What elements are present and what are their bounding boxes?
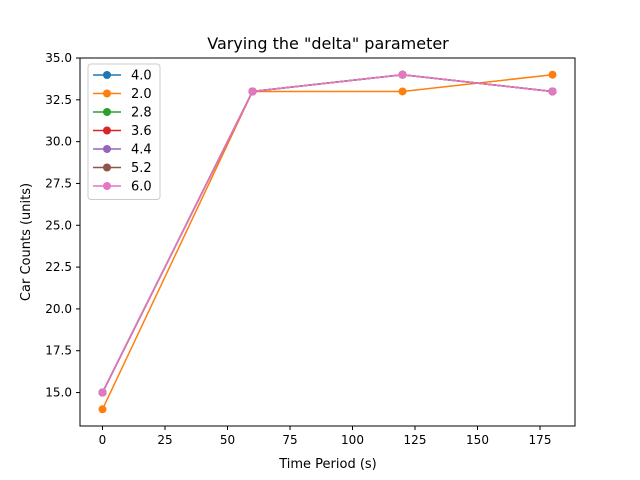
x-tick-label: 75: [282, 433, 297, 447]
y-tick-label: 30.0: [45, 135, 72, 149]
legend: 4.0 2.0 2.8 3.6 4.4 5.2 6.0: [87, 63, 161, 200]
data-point: [98, 388, 107, 397]
x-tick-label: 25: [157, 433, 172, 447]
y-tick-label: 32.5: [45, 93, 72, 107]
data-point: [398, 87, 407, 96]
data-point: [548, 87, 557, 96]
data-point: [398, 70, 407, 79]
x-tick-label: 125: [404, 433, 427, 447]
legend-label: 3.6: [131, 124, 152, 139]
x-tick-label: 150: [466, 433, 489, 447]
y-axis: 15.0 17.5 20.0 22.5 25.0 27.5 30.0 32.5 35.0: [45, 51, 80, 400]
data-point: [548, 70, 557, 79]
y-tick-label: 22.5: [45, 260, 72, 274]
legend-swatch-marker: [103, 108, 111, 116]
x-tick-label: 175: [529, 433, 552, 447]
legend-label: 2.0: [131, 87, 152, 102]
legend-swatch-marker: [103, 145, 111, 153]
legend-swatch-marker: [103, 163, 111, 172]
legend-swatch-marker: [103, 89, 111, 98]
y-tick-label: 35.0: [45, 51, 72, 65]
x-tick-label: 50: [220, 433, 235, 447]
y-axis-label: Car Counts (units): [19, 183, 34, 301]
x-axis-label: Time Period (s): [278, 457, 377, 472]
legend-swatch-marker: [103, 182, 111, 190]
x-tick-label: 0: [99, 433, 107, 447]
legend-swatch-marker: [103, 126, 111, 135]
legend-swatch-marker: [103, 71, 111, 79]
data-point: [248, 87, 257, 96]
legend-label: 4.0: [131, 69, 152, 84]
legend-label: 4.4: [131, 143, 152, 158]
legend-label: 6.0: [131, 180, 152, 195]
legend-label: 2.8: [131, 106, 152, 121]
series-line-6-0: [101, 73, 553, 393]
chart-title: Varying the "delta" parameter: [207, 34, 449, 53]
y-tick-label: 27.5: [45, 176, 72, 190]
y-tick-label: 20.0: [45, 302, 72, 316]
y-tick-label: 25.0: [45, 218, 72, 232]
legend-label: 5.2: [131, 161, 152, 176]
x-tick-label: 100: [341, 433, 364, 447]
y-tick-label: 17.5: [45, 344, 72, 358]
data-point: [98, 405, 107, 414]
series-layer: [98, 70, 557, 414]
plot-frame: [79, 57, 576, 427]
x-axis: 0 25 50 75 100 125 150 175: [99, 426, 552, 447]
y-tick-label: 15.0: [45, 386, 72, 400]
